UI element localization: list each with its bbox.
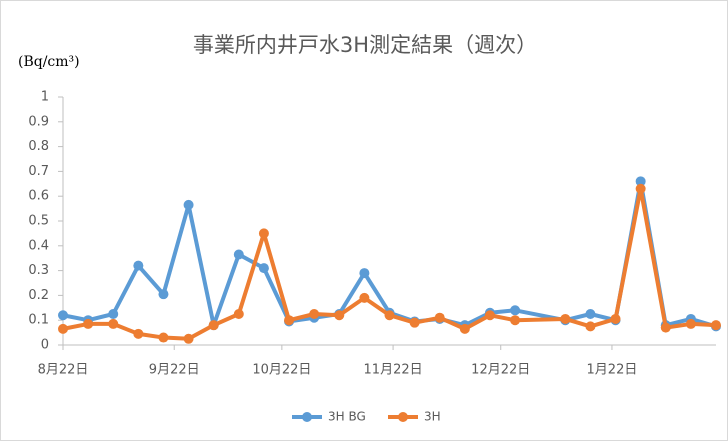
data-point (158, 289, 169, 300)
data-point (510, 315, 521, 326)
data-point (108, 309, 119, 319)
y-axis-label: (Bq/cm³) (18, 54, 80, 70)
y-tick-label: 0.8 (28, 139, 49, 154)
y-tick-label: 0.5 (28, 214, 49, 229)
data-point (711, 320, 721, 331)
y-tick-label: 0.7 (28, 164, 49, 179)
x-tick-label: 12月22日 (471, 363, 530, 378)
data-point (409, 317, 420, 328)
data-point (359, 268, 370, 279)
data-point (309, 309, 320, 319)
data-point (434, 312, 445, 323)
data-point (635, 176, 646, 187)
data-point (183, 333, 194, 344)
data-point (58, 310, 68, 321)
data-point (158, 332, 169, 343)
data-point (108, 318, 119, 329)
y-tick-label: 0.1 (28, 313, 49, 328)
legend-label: 3H (424, 410, 441, 424)
data-point (133, 260, 144, 271)
data-point (635, 183, 646, 194)
chart-title: 事業所内井戸水3H測定結果（週次） (193, 33, 537, 57)
legend-marker (302, 412, 312, 422)
data-point (459, 323, 470, 334)
x-tick-label: 1月22日 (587, 363, 638, 378)
data-point (83, 318, 94, 329)
data-point (284, 315, 295, 326)
data-point (58, 323, 68, 334)
data-point (359, 292, 370, 303)
data-point (233, 249, 244, 260)
data-point (258, 263, 269, 274)
y-tick-label: 1 (41, 90, 49, 105)
legend-marker (398, 412, 408, 422)
data-point (585, 321, 596, 332)
data-point (685, 318, 696, 329)
x-tick-label: 10月22日 (252, 363, 311, 378)
data-point (610, 313, 621, 324)
data-point (183, 199, 194, 210)
data-point (233, 309, 244, 319)
data-point (585, 309, 596, 319)
data-point (510, 305, 521, 316)
y-tick-label: 0.6 (28, 189, 49, 204)
data-point (660, 322, 671, 333)
data-point (133, 328, 144, 339)
data-point (384, 310, 395, 321)
data-point (484, 310, 495, 321)
data-point (334, 310, 345, 321)
y-tick-label: 0 (41, 338, 49, 353)
x-tick-label: 11月22日 (364, 363, 423, 378)
y-tick-label: 0.3 (28, 263, 49, 278)
y-tick-label: 0.4 (28, 238, 49, 253)
y-tick-label: 0.9 (28, 114, 49, 129)
data-point (258, 228, 269, 239)
x-tick-label: 9月22日 (149, 363, 200, 378)
x-tick-label: 8月22日 (38, 363, 89, 378)
legend-label: 3H BG (328, 410, 366, 424)
y-tick-label: 0.2 (28, 288, 49, 303)
data-point (560, 313, 571, 324)
data-point (208, 320, 219, 331)
